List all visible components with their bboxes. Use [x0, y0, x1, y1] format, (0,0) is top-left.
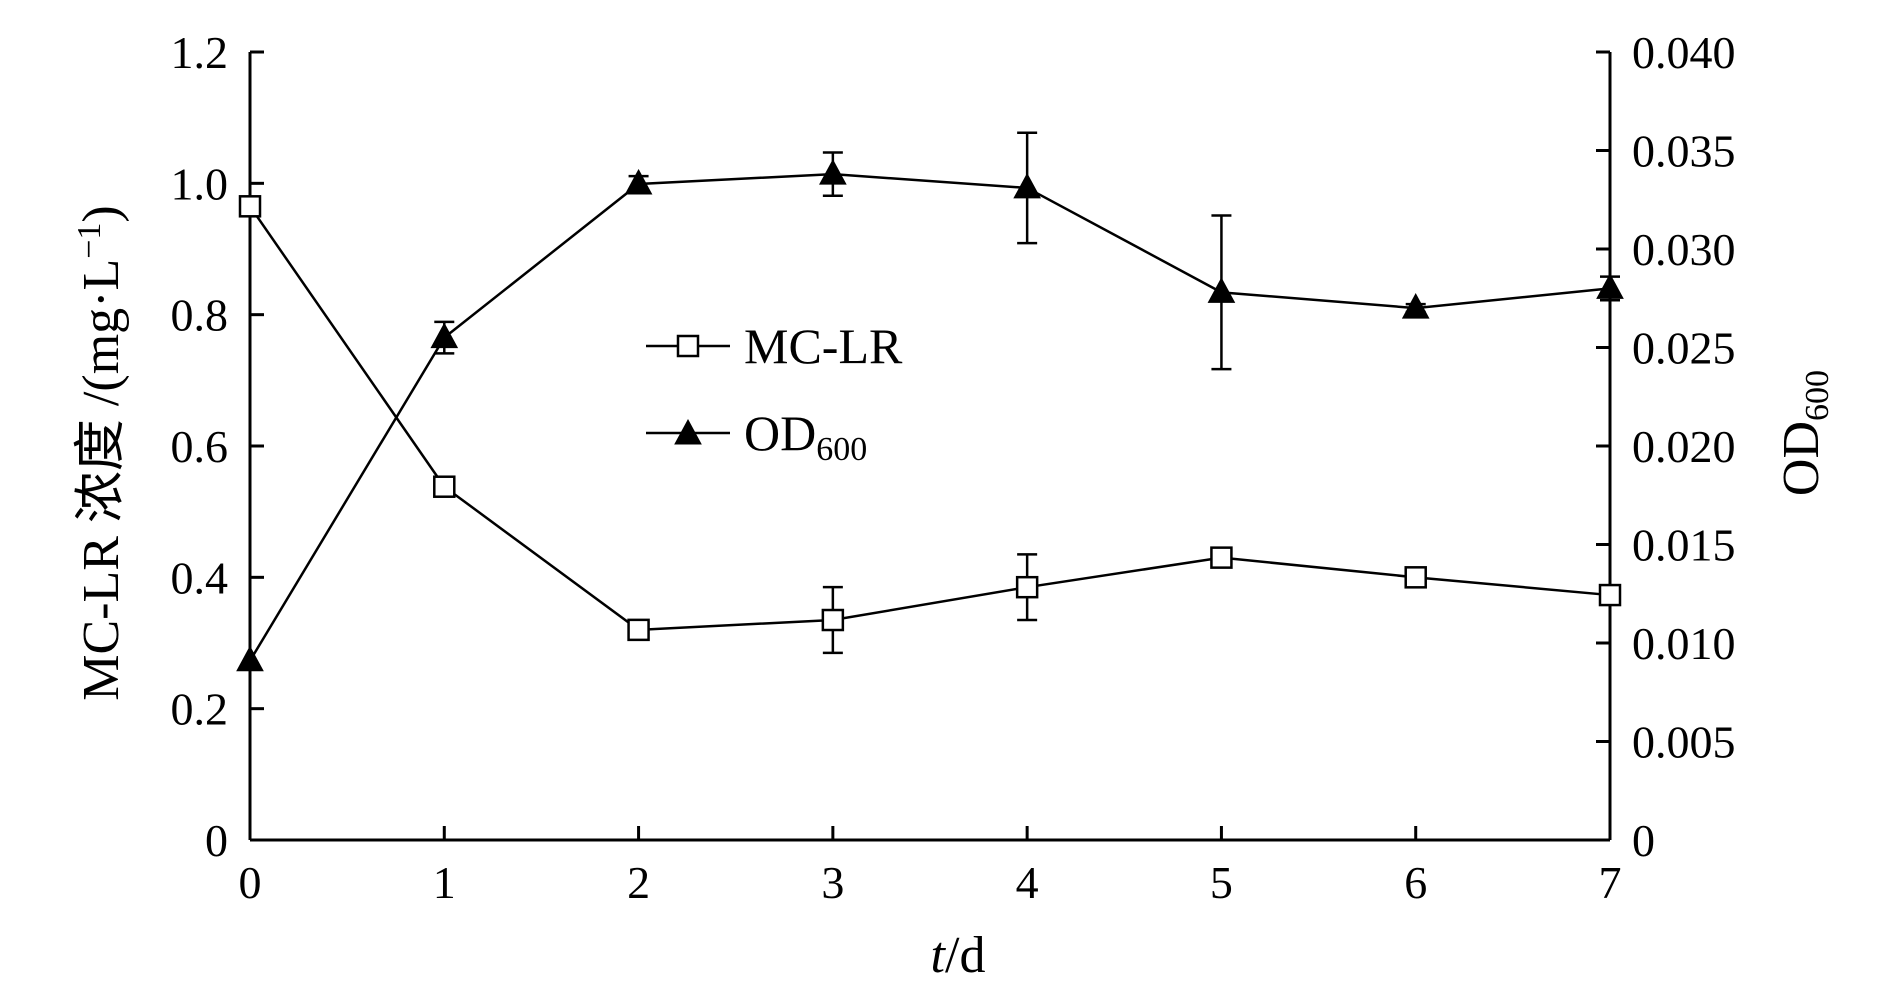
series-mclr-point — [1015, 575, 1039, 599]
x-axis-title: t/d — [931, 927, 986, 984]
x-tick-label: 5 — [1210, 857, 1233, 908]
series-mclr-point — [1404, 566, 1427, 589]
x-axis-title-var: t — [931, 927, 947, 984]
x-tick-label: 0 — [239, 857, 262, 908]
series-mclr-point — [627, 618, 650, 642]
y-right-tick-label: 0 — [1632, 815, 1655, 866]
x-tick-label: 1 — [433, 857, 456, 908]
legend-od-marker — [674, 418, 702, 445]
series-od-point — [1401, 293, 1430, 319]
series-layer — [236, 131, 1624, 672]
y-right-tick-label: 0.035 — [1632, 126, 1736, 177]
y-right-tick-label: 0.010 — [1632, 618, 1736, 669]
x-tick-label: 4 — [1016, 857, 1039, 908]
series-mclr-point — [238, 195, 262, 218]
y-left-tick-label: 0.8 — [171, 290, 229, 341]
y-right-tick-label: 0.015 — [1632, 520, 1736, 571]
series-od-point — [1207, 277, 1236, 303]
y-left-tick-label: 1.0 — [171, 158, 229, 209]
series-mclr-point — [1210, 546, 1233, 569]
series-od-point — [624, 168, 653, 195]
series-mclr-line — [248, 205, 1611, 632]
series-od-line — [248, 172, 1611, 662]
x-tick-label: 6 — [1404, 857, 1427, 908]
y-left-tick-label: 0 — [205, 815, 228, 866]
x-axis-title-unit: /d — [945, 927, 985, 984]
y-axis-right-title-sub: 600 — [1799, 370, 1836, 421]
series-od-point — [430, 322, 459, 349]
y-left-tick-label: 0.4 — [171, 552, 229, 603]
x-tick-label: 7 — [1599, 857, 1622, 908]
legend-od-label: OD600 — [744, 405, 867, 468]
y-right-tick-label: 0.040 — [1632, 27, 1736, 78]
y-axis-left-title: MC-LR 浓度 /(mg·L−1) — [71, 205, 130, 701]
legend-mclr-marker — [676, 334, 700, 358]
series-od-point — [1596, 273, 1624, 299]
legend-od-label-sub: 600 — [816, 431, 867, 468]
y-right-tick-label: 0.030 — [1632, 224, 1736, 275]
y-axis-left-title-main: MC-LR 浓度 /(mg·L — [73, 259, 130, 701]
y-left-tick-label: 1.2 — [171, 27, 229, 78]
y-axis-right-title: OD600 — [1773, 370, 1836, 496]
series-mclr-point — [433, 475, 456, 498]
y-left-tick-label: 0.6 — [171, 421, 229, 472]
series-od-point — [236, 645, 264, 672]
y-axis-left-title-sup: −1 — [71, 223, 108, 259]
series-od-point — [819, 159, 847, 185]
axes: 0 1 2 3 4 5 6 700.20.40.60.81.01.200.0050.0100.… — [171, 27, 1736, 908]
y-axis-left-title-close: ) — [73, 205, 130, 222]
y-right-tick-label: 0.020 — [1632, 421, 1736, 472]
series-mclr-point — [1598, 583, 1622, 607]
y-axis-right-title-main: OD — [1773, 421, 1830, 496]
legend-mclr-label: MC-LR — [744, 318, 903, 374]
y-right-tick-label: 0.025 — [1632, 323, 1736, 374]
x-tick-label: 3 — [821, 857, 844, 908]
legend-od-label-main: OD — [744, 405, 816, 461]
y-right-tick-label: 0.005 — [1632, 717, 1736, 768]
x-tick-label: 2 — [627, 857, 650, 908]
legend: MC-LR OD600 — [646, 318, 903, 468]
y-left-tick-label: 0.2 — [171, 684, 229, 735]
series-mclr-point — [821, 608, 845, 632]
series-od-point — [1013, 172, 1041, 199]
